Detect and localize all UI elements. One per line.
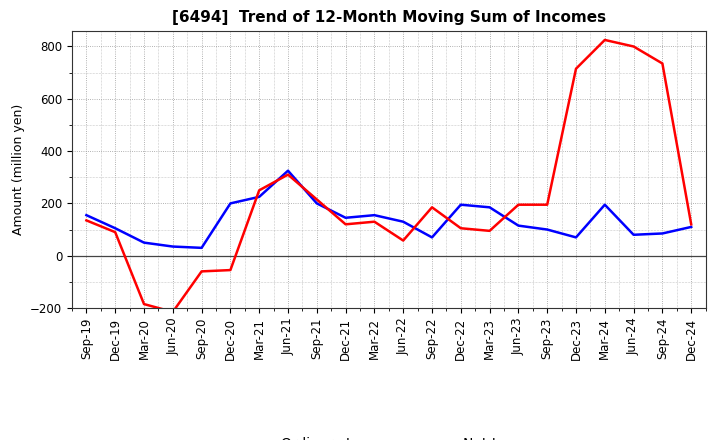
Net Income [485, 228, 494, 234]
Ordinary Income [111, 226, 120, 231]
Net Income [197, 269, 206, 274]
Ordinary Income [226, 201, 235, 206]
Net Income [629, 44, 638, 49]
Ordinary Income [168, 244, 177, 249]
Ordinary Income [140, 240, 148, 245]
Ordinary Income [399, 219, 408, 224]
Line: Ordinary Income: Ordinary Income [86, 171, 691, 248]
Ordinary Income [312, 201, 321, 206]
Net Income [600, 37, 609, 43]
Net Income [399, 238, 408, 243]
Ordinary Income [485, 205, 494, 210]
Net Income [255, 188, 264, 193]
Net Income [226, 268, 235, 273]
Ordinary Income [629, 232, 638, 238]
Net Income [140, 301, 148, 307]
Net Income [687, 222, 696, 227]
Ordinary Income [514, 223, 523, 228]
Ordinary Income [600, 202, 609, 207]
Net Income [572, 66, 580, 71]
Ordinary Income [341, 215, 350, 220]
Net Income [82, 218, 91, 223]
Net Income [428, 205, 436, 210]
Ordinary Income [197, 245, 206, 250]
Net Income [370, 219, 379, 224]
Ordinary Income [82, 213, 91, 218]
Net Income [168, 309, 177, 315]
Net Income [284, 172, 292, 177]
Legend: Ordinary Income, Net Income: Ordinary Income, Net Income [229, 431, 549, 440]
Net Income [341, 222, 350, 227]
Net Income [111, 230, 120, 235]
Ordinary Income [658, 231, 667, 236]
Net Income [514, 202, 523, 207]
Ordinary Income [428, 235, 436, 240]
Net Income [312, 197, 321, 202]
Net Income [543, 202, 552, 207]
Net Income [658, 61, 667, 66]
Line: Net Income: Net Income [86, 40, 691, 312]
Ordinary Income [456, 202, 465, 207]
Ordinary Income [543, 227, 552, 232]
Ordinary Income [370, 213, 379, 218]
Ordinary Income [687, 224, 696, 230]
Ordinary Income [284, 168, 292, 173]
Net Income [456, 226, 465, 231]
Ordinary Income [572, 235, 580, 240]
Ordinary Income [255, 194, 264, 199]
Title: [6494]  Trend of 12-Month Moving Sum of Incomes: [6494] Trend of 12-Month Moving Sum of I… [172, 11, 606, 26]
Y-axis label: Amount (million yen): Amount (million yen) [12, 104, 24, 235]
